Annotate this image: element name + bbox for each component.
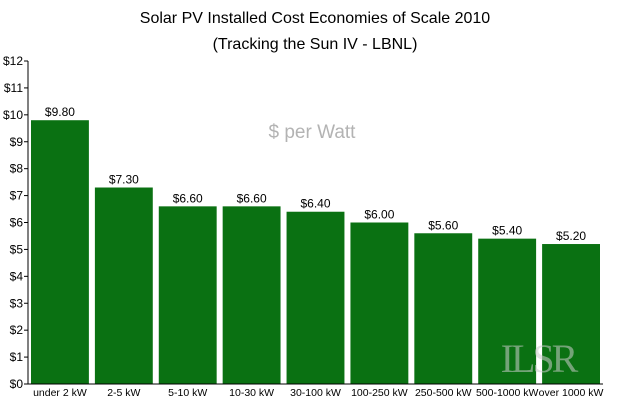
ilsr-watermark-logo: ILSR <box>501 336 582 381</box>
x-tick-label: 10-30 kW <box>229 387 274 399</box>
bar <box>350 222 409 384</box>
x-tick-label: 2-5 kW <box>107 387 140 399</box>
x-tick-label: 250-500 kW <box>415 387 472 399</box>
unit-annotation: $ per Watt <box>269 122 357 143</box>
bar <box>31 120 89 384</box>
y-tick-label: $7 <box>10 189 24 203</box>
y-tick-label: $1 <box>10 350 24 364</box>
y-tick-label: $8 <box>10 162 24 176</box>
data-label: $9.80 <box>45 105 75 119</box>
chart-subtitle: (Tracking the Sun IV - LBNL) <box>213 36 418 53</box>
x-tick-label: 5-10 kW <box>168 387 207 399</box>
y-tick-label: $6 <box>10 216 24 230</box>
x-tick-label: under 2 kW <box>33 387 87 399</box>
data-label: $5.40 <box>492 224 522 238</box>
bar <box>222 206 281 384</box>
data-label: $6.40 <box>300 197 330 211</box>
data-label: $6.00 <box>364 208 394 222</box>
y-axis: $0 $1 $2 $3 $4 $5 $6 $7 $8 $9 $10 $11 $12 <box>3 54 29 391</box>
y-tick-label: $9 <box>10 135 24 149</box>
bar <box>542 244 600 384</box>
bar <box>94 187 153 384</box>
y-tick-label: $3 <box>10 296 24 310</box>
bar-series <box>31 120 600 384</box>
data-label: $5.20 <box>556 229 586 243</box>
data-label: $7.30 <box>109 173 139 187</box>
value-labels: $9.80 $7.30 $6.60 $6.60 $6.40 $6.00 $5.60 $5.40… <box>45 105 586 243</box>
bar <box>158 206 217 384</box>
y-tick-label: $4 <box>10 269 24 283</box>
data-label: $6.60 <box>173 191 203 205</box>
data-label: $5.60 <box>428 218 458 232</box>
y-tick-label: $0 <box>10 377 24 391</box>
chart-title: Solar PV Installed Cost Economies of Sca… <box>140 10 491 27</box>
y-tick-label: $2 <box>10 323 24 337</box>
x-tick-label: 30-100 kW <box>290 387 341 399</box>
data-label: $6.60 <box>237 191 267 205</box>
bar <box>478 238 537 384</box>
y-tick-label: $10 <box>3 108 23 122</box>
bar <box>286 211 345 384</box>
watermark-text: ILSR <box>501 336 579 381</box>
y-tick-label: $12 <box>3 54 23 68</box>
y-tick-label: $5 <box>10 242 24 256</box>
x-tick-label: 100-250 kW <box>351 387 408 399</box>
y-tick-label: $11 <box>4 81 23 95</box>
x-tick-label: over 1000 kW <box>539 387 604 399</box>
bar <box>414 233 473 384</box>
x-tick-label: 500-1000 kW <box>476 387 539 399</box>
x-axis: under 2 kW 2-5 kW 5-10 kW 10-30 kW 30-100 kW… <box>28 383 604 399</box>
